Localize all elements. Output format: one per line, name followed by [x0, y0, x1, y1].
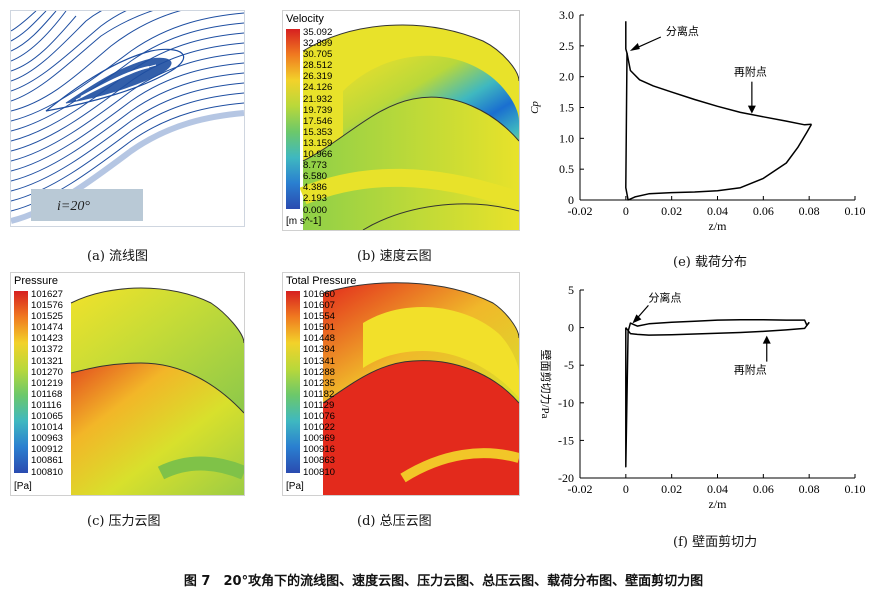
- y-tick-label: -15: [558, 433, 574, 447]
- annotation-separation: 分离点: [666, 24, 699, 38]
- total-pressure-legend: Total Pressure 101660 101607 101554 101501 1…: [286, 275, 376, 493]
- y-tick-label: -20: [558, 471, 574, 485]
- annotation-reattachment: 再附点: [734, 65, 767, 79]
- x-tick-label: 0.10: [845, 204, 866, 218]
- caption-c: (c) 压力云图: [87, 514, 161, 529]
- series-line-1: [625, 318, 810, 468]
- total-pressure-contour: Total Pressure 101660 101607 101554 101501 1…: [282, 272, 520, 496]
- annotation-reattachment: 再附点: [734, 363, 767, 377]
- pressure-contour-svg: [70, 287, 244, 495]
- total-pressure-contour-svg: [322, 282, 519, 495]
- series-line-2: [625, 53, 813, 201]
- legend-values: 101660 101607 101554 101501 101448 101394 1013…: [303, 289, 336, 478]
- x-tick-label: 0: [623, 204, 629, 218]
- y-tick-label: 2.5: [559, 39, 574, 53]
- x-tick-label: 0.02: [661, 482, 682, 496]
- caption-b: (b) 速度云图: [357, 249, 432, 264]
- caption-f: (f) 壁面剪切力: [673, 535, 758, 550]
- incidence-label-box: [31, 189, 143, 221]
- y-tick-label: -10: [558, 396, 574, 410]
- streamline-image: i=20°: [10, 10, 245, 227]
- legend-title: Pressure: [14, 275, 59, 287]
- x-axis-label: z/m: [709, 497, 728, 511]
- velocity-contour: Velocity 35.092 32.899 30.705 28.512 26.319 2…: [282, 10, 520, 231]
- legend-values: 101627 101576 101525 101474 101423 101372 1013…: [31, 289, 64, 478]
- y-tick-label: 1.0: [559, 131, 574, 145]
- y-tick-label: 0.5: [559, 162, 574, 176]
- pressure-legend: Pressure 101627 101576 101525 101474 101423 1…: [14, 275, 84, 493]
- y-tick-label: 3.0: [559, 8, 574, 22]
- pressure-contour: Pressure 101627 101576 101525 101474 101423 1…: [10, 272, 245, 496]
- legend-title: Total Pressure: [286, 275, 357, 287]
- x-tick-label: 0.02: [661, 204, 682, 218]
- legend-colorbar: [14, 291, 28, 473]
- y-tick-label: 0: [568, 193, 574, 207]
- x-tick-label: 0.06: [753, 482, 774, 496]
- caption-e: (e) 载荷分布: [673, 255, 747, 270]
- velocity-contour-svg: [299, 24, 519, 230]
- annotation-arrowhead: [629, 43, 640, 51]
- legend-unit: [Pa]: [14, 481, 32, 492]
- x-tick-label: 0.08: [799, 204, 820, 218]
- caption-a: (a) 流线图: [87, 249, 149, 264]
- annotation-separation: 分离点: [648, 290, 681, 304]
- series-line-1: [625, 21, 812, 126]
- y-tick-label: 1.5: [559, 101, 574, 115]
- caption-d: (d) 总压云图: [357, 514, 432, 529]
- load-distribution-chart: -0.02 0 0.02 0.04 0.06 0.08 0.1000.51.01.52.02…: [529, 8, 866, 233]
- x-tick-label: 0.10: [845, 482, 866, 496]
- x-tick-label: 0.04: [707, 482, 728, 496]
- x-tick-label: -0.02: [568, 204, 593, 218]
- annotation-arrowhead: [747, 105, 756, 114]
- streamline-svg: i=20°: [11, 11, 244, 224]
- x-tick-label: 0: [623, 482, 629, 496]
- legend-unit: [m s^-1]: [286, 216, 322, 227]
- figure-caption: 图 7 20°攻角下的流线图、速度云图、压力云图、总压云图、载荷分布图、壁面剪切…: [183, 574, 704, 589]
- y-tick-label: -5: [564, 358, 574, 372]
- x-tick-label: 0.06: [753, 204, 774, 218]
- incidence-label: i=20°: [57, 199, 90, 214]
- legend-values: 35.092 32.899 30.705 28.512 26.319 24.126 21.9…: [303, 27, 333, 216]
- velocity-legend: Velocity 35.092 32.899 30.705 28.512 26.319 2…: [286, 13, 366, 228]
- legend-colorbar: [286, 29, 300, 209]
- x-tick-label: 0.04: [707, 204, 728, 218]
- legend-title: Velocity: [286, 13, 324, 25]
- y-tick-label: 2.0: [559, 70, 574, 84]
- y-tick-label: 5: [568, 283, 574, 297]
- x-axis-label: z/m: [709, 219, 728, 233]
- annotation-arrowhead: [762, 335, 771, 344]
- legend-unit: [Pa]: [286, 481, 304, 492]
- y-axis-label: 壁面剪切力/Pa: [539, 349, 553, 418]
- y-tick-label: 0: [568, 321, 574, 335]
- legend-colorbar: [286, 291, 300, 473]
- annotation-arrowhead: [632, 314, 642, 324]
- series-line-2: [625, 321, 810, 336]
- wall-shear-chart: -0.02 0 0.02 0.04 0.06 0.08 0.10 5 0 -5 -10 -15 -20 z…: [539, 283, 866, 511]
- x-tick-label: -0.02: [568, 482, 593, 496]
- y-axis-label: Cp: [529, 101, 541, 114]
- x-tick-label: 0.08: [799, 482, 820, 496]
